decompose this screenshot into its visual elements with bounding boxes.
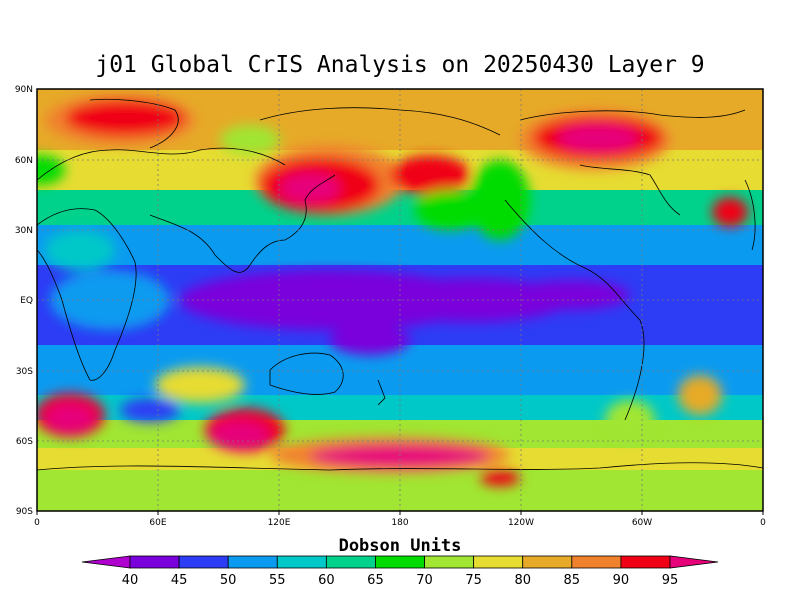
colorbar-swatch (571, 555, 622, 569)
gridlines (37, 89, 763, 511)
colorbar-swatch (473, 555, 524, 569)
longitude-axis: 0 60E 120E 180 120W 60W 0 (34, 511, 766, 528)
colorbar-swatch (227, 555, 278, 569)
colorbar-tick-label: 60 (318, 573, 335, 588)
lon-tick-label: 60W (632, 518, 652, 528)
colorbar-tick-label: 55 (269, 573, 286, 588)
colorbar-title: Dobson Units (338, 536, 462, 556)
colorbar-tick-label: 90 (613, 573, 630, 588)
colorbar-tick-label: 65 (367, 573, 384, 588)
colorbar-tick-label: 95 (662, 573, 679, 588)
lat-tick-label: 30N (15, 226, 33, 236)
colorbar-tick-label: 50 (220, 573, 237, 588)
colorbar-tick-label: 70 (416, 573, 433, 588)
colorbar-swatch (276, 555, 327, 569)
lon-tick-label: 0 (34, 518, 40, 528)
map-title: j01 Global CrIS Analysis on 20250430 Lay… (95, 52, 705, 78)
colorbar-tick-label: 85 (564, 573, 581, 588)
colorbar-swatch (129, 555, 180, 569)
lon-tick-label: 120E (268, 518, 291, 528)
colorbar-swatch (375, 555, 425, 569)
lon-tick-label: 60E (149, 518, 166, 528)
colorbar-tick-label: 40 (122, 573, 139, 588)
colorbar-tick-label: 45 (171, 573, 188, 588)
colorbar-swatch (325, 555, 376, 569)
colorbar-high-arrow (669, 555, 719, 569)
coastlines (37, 98, 763, 471)
lon-tick-label: 180 (391, 518, 408, 528)
lat-tick-label: 30S (16, 367, 33, 377)
colorbar-tick-label: 75 (465, 573, 482, 588)
colorbar: 40 45 50 55 60 65 70 75 80 85 90 95 (81, 555, 719, 588)
lat-tick-label: EQ (20, 296, 33, 306)
lon-tick-label: 0 (760, 518, 766, 528)
colorbar-low-arrow (81, 555, 131, 569)
latitude-axis: 90N 60N 30N EQ 30S 60S 90S (15, 85, 33, 517)
colorbar-swatch (522, 555, 573, 569)
lat-tick-label: 90N (15, 85, 33, 95)
lat-tick-label: 90S (16, 507, 33, 517)
lat-tick-label: 60S (16, 437, 33, 447)
colorbar-tick-label: 80 (514, 573, 531, 588)
lon-tick-label: 120W (508, 518, 534, 528)
colorbar-swatch (178, 555, 229, 569)
colorbar-swatch (424, 555, 475, 569)
colorbar-swatch (620, 555, 671, 569)
lat-tick-label: 60N (15, 156, 33, 166)
